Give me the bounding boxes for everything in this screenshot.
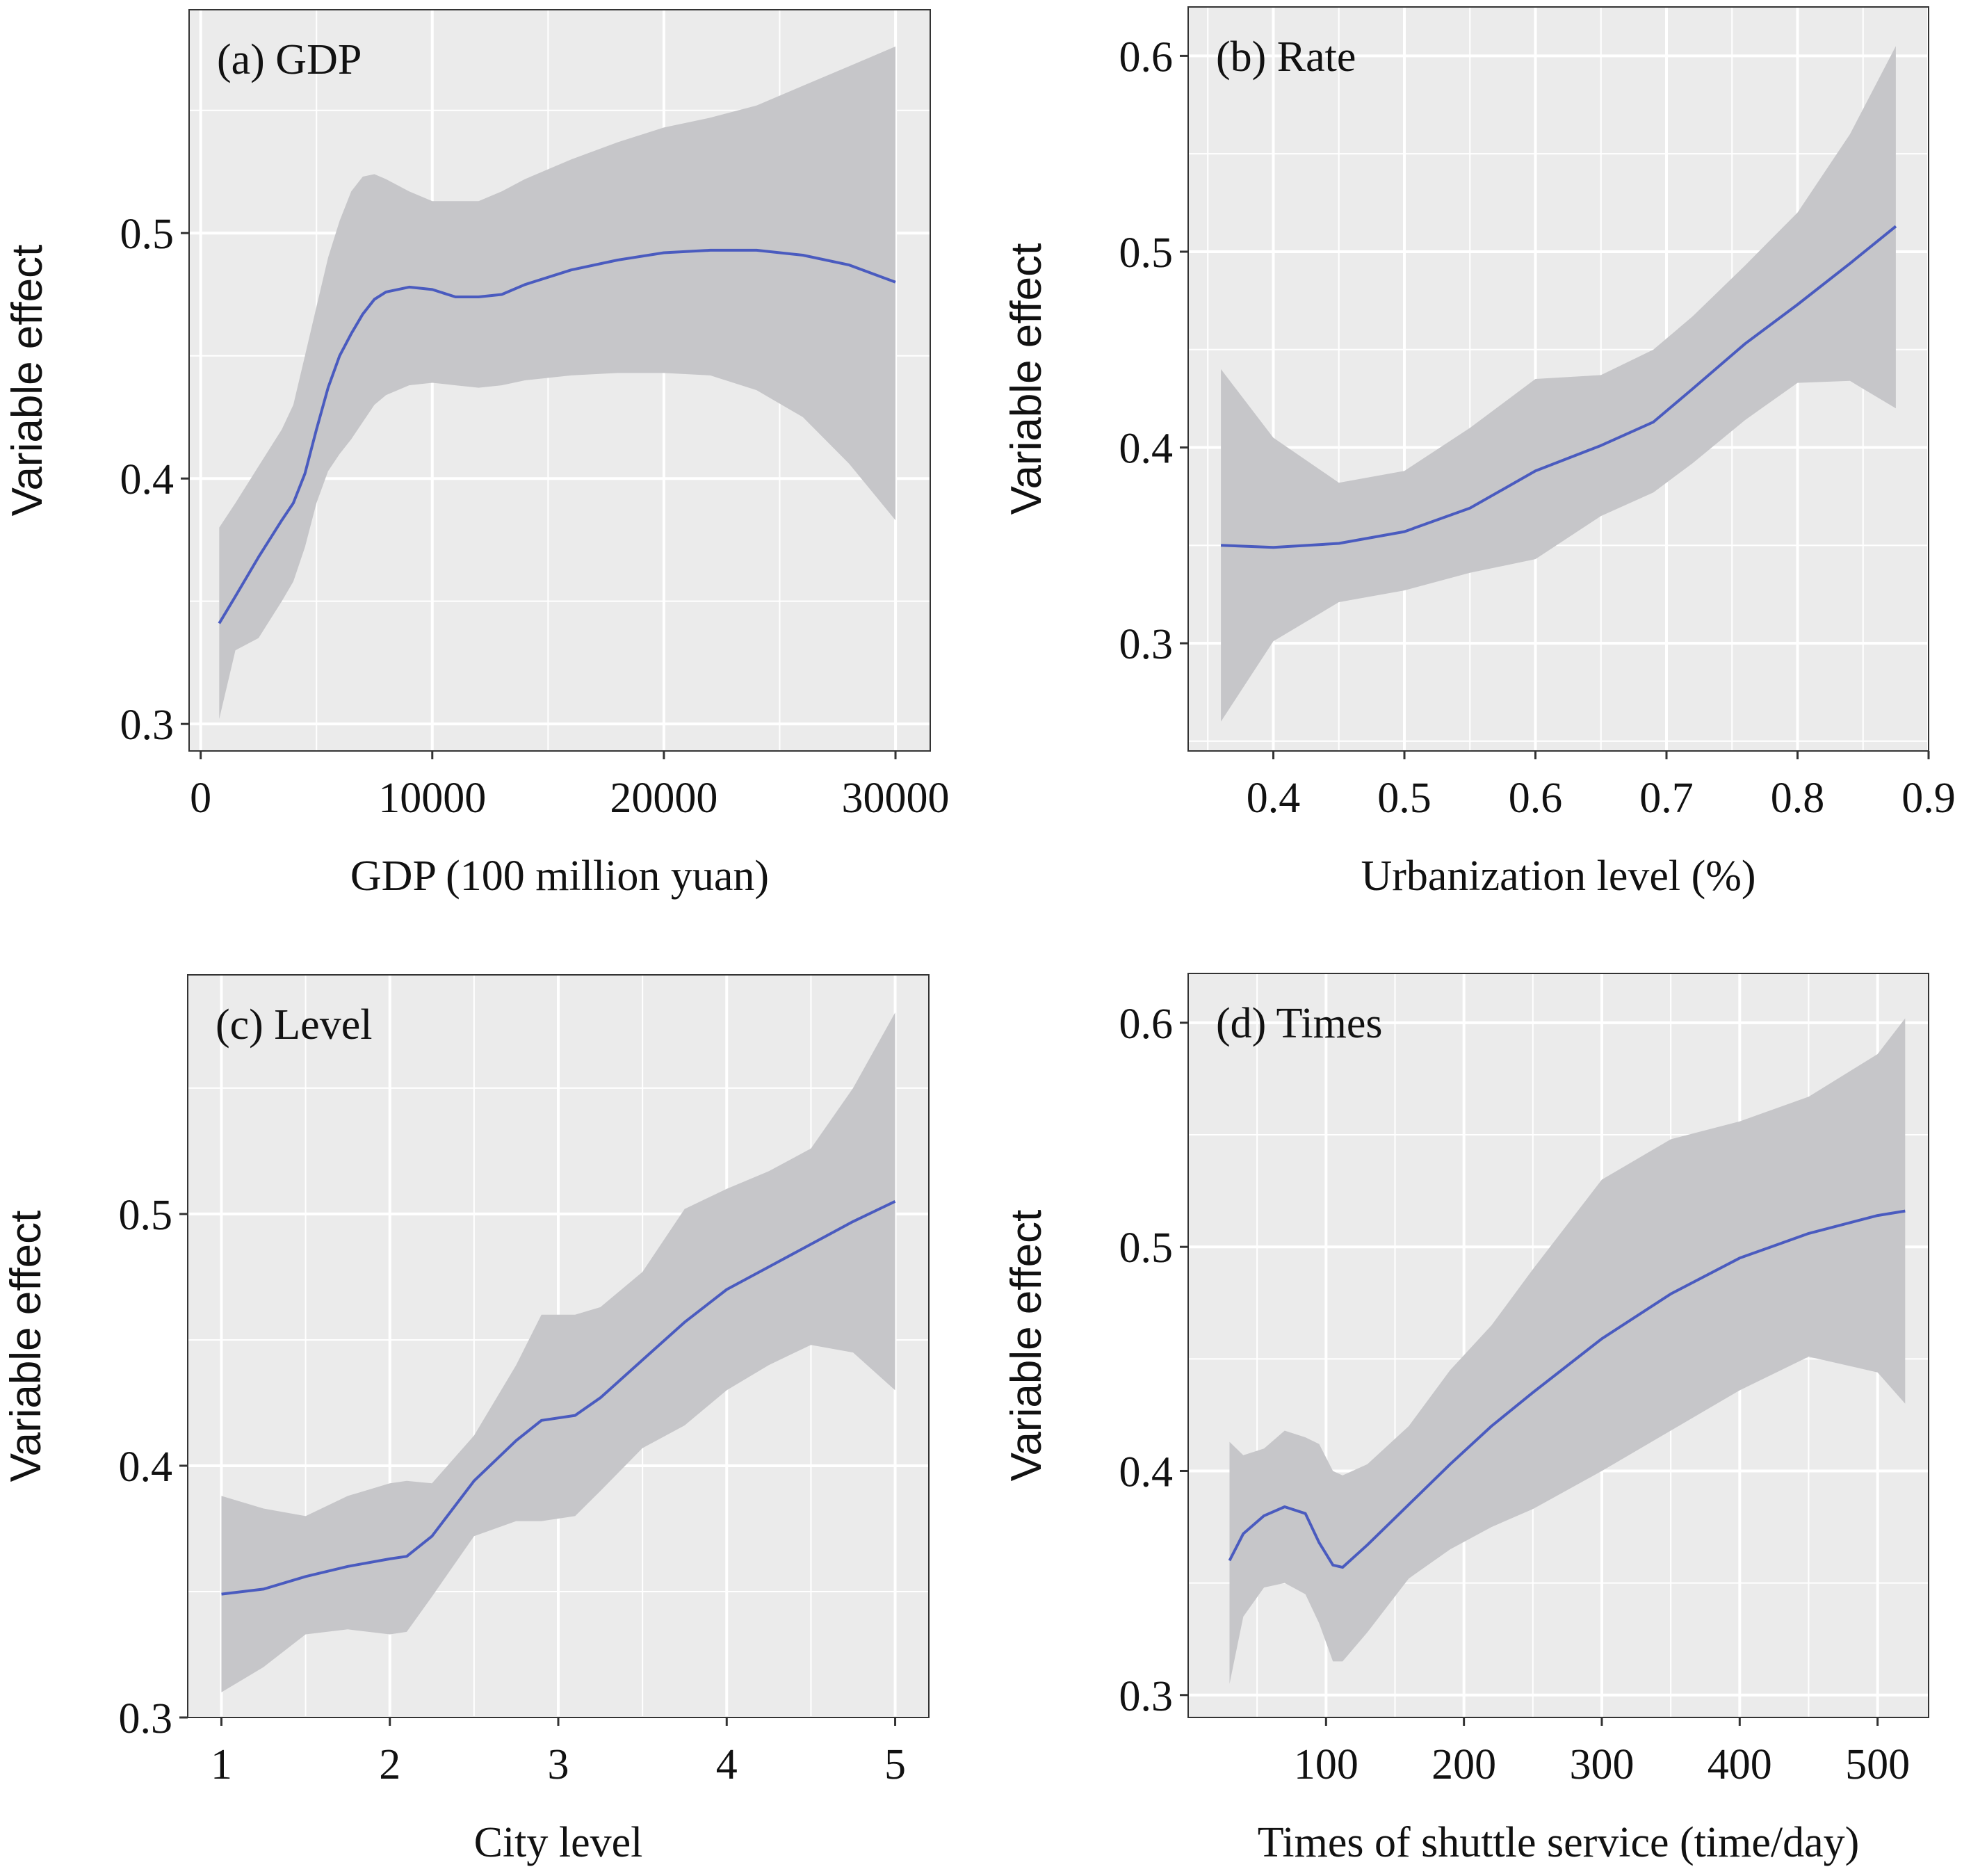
x-axis-label: Urbanization level (%) [1361, 852, 1755, 900]
y-axis-label: Variable effect [3, 245, 51, 517]
y-axis-label: Variable effect [2, 1211, 50, 1482]
y-tick-label: 0.4 [1119, 1448, 1174, 1496]
x-axis-label: City level [474, 1819, 643, 1866]
y-tick-label: 0.4 [119, 1444, 173, 1491]
fitted-line [1228, 1209, 1906, 1569]
x-tick-label: 3 [548, 1741, 569, 1788]
confidence-band [219, 46, 895, 720]
x-tick-label: 200 [1431, 1741, 1496, 1788]
panel-level: 1 2 3 4 5 0.3 0.4 0.5 (c) Level City level Variabl… [2, 974, 930, 1866]
y-axis-label: Variable effect [1003, 243, 1051, 515]
x-tick-label: 300 [1569, 1741, 1634, 1788]
y-tick-label: 0.5 [119, 1192, 173, 1239]
y-tick-label: 0.4 [120, 456, 175, 503]
x-tick-label: 30000 [842, 775, 950, 822]
x-tick-label: 500 [1845, 1741, 1910, 1788]
y-tick-label: 0.3 [120, 702, 175, 749]
y-axis-label: Variable effect [1003, 1210, 1051, 1482]
x-tick-label: 0.6 [1509, 775, 1563, 822]
confidence-band [221, 1012, 895, 1692]
plot-border [1187, 6, 1929, 752]
y-tick-label: 0.3 [1119, 1673, 1174, 1720]
x-tick-label: 0 [190, 775, 211, 822]
x-axis-label: Times of shuttle service (time/day) [1258, 1819, 1860, 1866]
panel-title: (c) Level [216, 1001, 372, 1049]
panel-gdp: 0 10000 20000 30000 0.3 0.4 0.5 (a) GDP GDP (100… [3, 9, 950, 900]
panel-rate: 0.4 0.5 0.6 0.7 0.8 0.9 0.3 0.4 0.5 0.6 (b) Rate Ur… [1003, 6, 1956, 900]
confidence-band [1221, 46, 1896, 722]
x-tick-label: 10000 [378, 775, 486, 822]
panel-title: (a) GDP [217, 36, 362, 83]
y-tick-label: 0.6 [1119, 1001, 1174, 1048]
x-tick-label: 0.9 [1901, 775, 1956, 822]
panel-times: 100 200 300 400 500 0.3 0.4 0.5 0.6 (d) Times Time… [1003, 973, 1929, 1866]
confidence-band [1229, 1018, 1906, 1684]
x-tick-label: 4 [716, 1741, 738, 1788]
x-tick-label: 1 [211, 1741, 232, 1788]
x-tick-label: 0.7 [1639, 775, 1694, 822]
panel-title: (d) Times [1216, 1000, 1382, 1047]
plot-border [188, 9, 931, 752]
y-tick-label: 0.4 [1119, 426, 1174, 473]
x-tick-label: 400 [1708, 1741, 1772, 1788]
y-tick-label: 0.6 [1119, 33, 1174, 81]
y-tick-label: 0.3 [119, 1695, 173, 1742]
x-tick-label: 100 [1294, 1741, 1358, 1788]
panel-title: (b) Rate [1216, 33, 1356, 81]
fitted-line [221, 1199, 896, 1596]
x-tick-label: 0.8 [1771, 775, 1825, 822]
x-tick-label: 5 [884, 1741, 906, 1788]
y-tick-label: 0.5 [120, 211, 175, 258]
x-tick-label: 20000 [610, 775, 717, 822]
y-tick-label: 0.5 [1119, 229, 1174, 277]
x-tick-label: 0.4 [1247, 775, 1301, 822]
x-axis-label: GDP (100 million yuan) [350, 852, 769, 900]
y-tick-label: 0.5 [1119, 1224, 1174, 1272]
x-tick-label: 0.5 [1377, 775, 1431, 822]
fitted-line [218, 248, 896, 624]
y-tick-label: 0.3 [1119, 621, 1174, 668]
plot-border [1187, 973, 1929, 1718]
x-tick-label: 2 [379, 1741, 400, 1788]
fitted-line [1221, 225, 1897, 549]
